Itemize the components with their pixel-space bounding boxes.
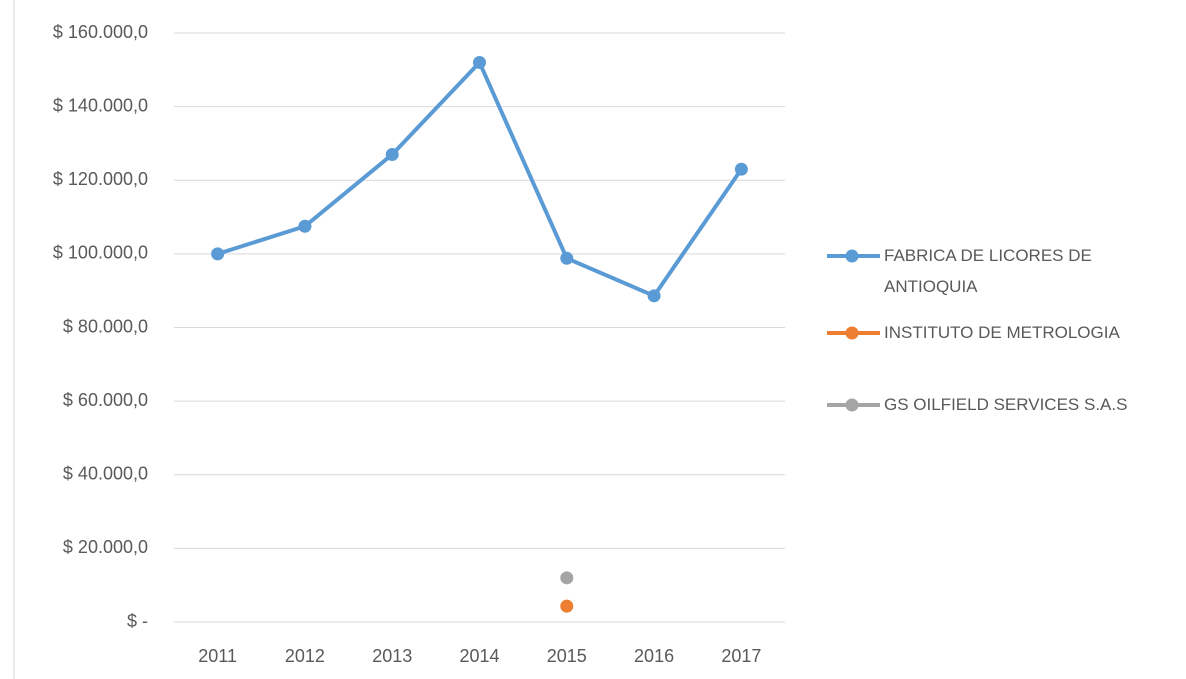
point (211, 247, 225, 261)
point (560, 571, 574, 585)
y-tick-label: $ 40.000,0 (63, 464, 148, 484)
y-tick-label: $ 20.000,0 (63, 537, 148, 557)
y-tick-label: $ 160.000,0 (53, 22, 148, 42)
y-tick-label: $ - (127, 611, 148, 631)
x-tick-label: 2017 (721, 646, 761, 666)
legend-entry: GS OILFIELD SERVICES S.A.S (884, 395, 1128, 414)
point (298, 219, 312, 233)
legend-label: GS OILFIELD SERVICES S.A.S (884, 395, 1128, 414)
x-tick-label: 2016 (634, 646, 674, 666)
x-tick-label: 2015 (547, 646, 587, 666)
x-tick-label: 2011 (198, 646, 237, 666)
point (385, 147, 399, 161)
point (647, 289, 661, 303)
chart-frame (13, 0, 1186, 679)
legend-entry: FABRICA DE LICORES DE ANTIOQUIA (884, 246, 1092, 296)
point (734, 162, 748, 176)
y-tick-label: $ 120.000,0 (53, 169, 148, 189)
legend-label: INSTITUTO DE METROLOGIA (884, 323, 1120, 342)
x-tick-label: 2014 (459, 646, 499, 666)
y-tick-label: $ 140.000,0 (53, 95, 148, 115)
x-tick-label: 2012 (285, 646, 325, 666)
legend-swatch-marker (845, 398, 859, 412)
x-tick-label: 2013 (372, 646, 412, 666)
legend-swatch-marker (845, 326, 859, 340)
y-tick-label: $ 60.000,0 (63, 390, 148, 410)
legend-swatch-marker (845, 249, 859, 263)
point (560, 251, 574, 265)
legend-entry: INSTITUTO DE METROLOGIA (884, 323, 1120, 342)
point (560, 599, 574, 613)
legend-label: FABRICA DE LICORES DE ANTIOQUIA (884, 246, 1092, 296)
point (473, 55, 486, 69)
y-tick-label: $ 80.000,0 (63, 316, 148, 336)
y-tick-label: $ 100.000,0 (53, 243, 148, 263)
